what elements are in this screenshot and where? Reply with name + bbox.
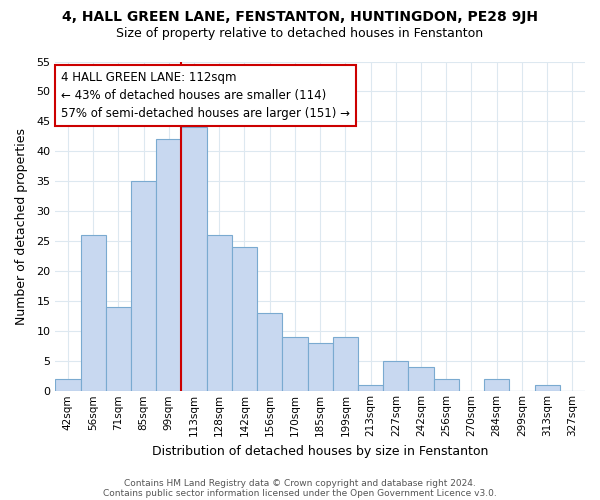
- Bar: [409, 368, 434, 392]
- Bar: [333, 338, 358, 392]
- Text: 4, HALL GREEN LANE, FENSTANTON, HUNTINGDON, PE28 9JH: 4, HALL GREEN LANE, FENSTANTON, HUNTINGD…: [62, 10, 538, 24]
- Bar: [106, 308, 131, 392]
- Bar: [484, 380, 509, 392]
- Text: Contains public sector information licensed under the Open Government Licence v3: Contains public sector information licen…: [103, 488, 497, 498]
- Bar: [434, 380, 459, 392]
- Bar: [535, 386, 560, 392]
- Text: Contains HM Land Registry data © Crown copyright and database right 2024.: Contains HM Land Registry data © Crown c…: [124, 478, 476, 488]
- Bar: [257, 314, 283, 392]
- Bar: [80, 236, 106, 392]
- Y-axis label: Number of detached properties: Number of detached properties: [15, 128, 28, 325]
- Bar: [181, 128, 206, 392]
- X-axis label: Distribution of detached houses by size in Fenstanton: Distribution of detached houses by size …: [152, 444, 488, 458]
- Bar: [283, 338, 308, 392]
- Bar: [55, 380, 80, 392]
- Bar: [308, 344, 333, 392]
- Bar: [358, 386, 383, 392]
- Bar: [383, 362, 409, 392]
- Bar: [156, 140, 181, 392]
- Text: 4 HALL GREEN LANE: 112sqm
← 43% of detached houses are smaller (114)
57% of semi: 4 HALL GREEN LANE: 112sqm ← 43% of detac…: [61, 72, 350, 120]
- Bar: [232, 248, 257, 392]
- Bar: [131, 182, 156, 392]
- Bar: [206, 236, 232, 392]
- Text: Size of property relative to detached houses in Fenstanton: Size of property relative to detached ho…: [116, 28, 484, 40]
